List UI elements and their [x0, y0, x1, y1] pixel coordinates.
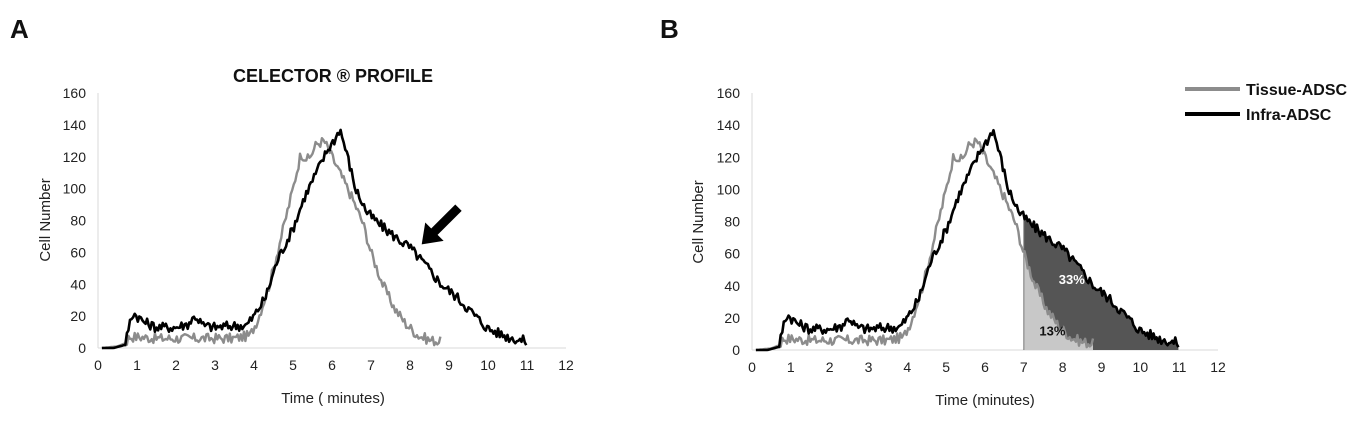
- y-tick-label: 100: [63, 181, 87, 197]
- series-line-tissue-adsc: [101, 137, 442, 350]
- y-tick-label: 160: [717, 85, 741, 101]
- x-tick-label: 10: [1133, 359, 1149, 375]
- x-tick-label: 7: [367, 357, 375, 373]
- panel-b-xlabel: Time (minutes): [935, 392, 1034, 409]
- x-tick-label: 9: [445, 357, 453, 373]
- x-tick-label: 5: [942, 359, 950, 375]
- x-tick-label: 6: [981, 359, 989, 375]
- y-tick-label: 120: [63, 149, 87, 165]
- y-tick-label: 80: [724, 214, 740, 230]
- y-tick-label: 40: [724, 278, 740, 294]
- x-tick-label: 2: [172, 357, 180, 373]
- x-tick-label: 12: [558, 357, 574, 373]
- x-tick-label: 0: [94, 357, 102, 373]
- shaded-percent-label: 33%: [1059, 272, 1085, 287]
- x-tick-label: 7: [1020, 359, 1028, 375]
- y-tick-label: 60: [724, 246, 740, 262]
- x-tick-label: 11: [520, 357, 535, 373]
- y-tick-label: 140: [63, 117, 87, 133]
- panel-a-title: CELECTOR ® PROFILE: [233, 66, 433, 86]
- x-tick-label: 11: [1172, 359, 1187, 375]
- x-tick-label: 1: [133, 357, 141, 373]
- x-tick-label: 9: [1098, 359, 1106, 375]
- y-tick-label: 120: [717, 149, 741, 165]
- y-tick-label: 20: [70, 308, 86, 324]
- legend: Tissue-ADSC Infra-ADSC: [1185, 82, 1348, 124]
- x-tick-label: 12: [1210, 359, 1226, 375]
- x-tick-label: 8: [1059, 359, 1067, 375]
- y-tick-label: 60: [70, 244, 86, 260]
- panel-a-letter: A: [10, 14, 29, 44]
- x-tick-label: 8: [406, 357, 414, 373]
- x-tick-label: 5: [289, 357, 297, 373]
- legend-label-tissue-adsc: Tissue-ADSC: [1246, 82, 1348, 99]
- y-tick-label: 140: [717, 117, 741, 133]
- y-tick-label: 40: [70, 276, 86, 292]
- panel-b-ylabel: Cell Number: [690, 180, 707, 263]
- x-tick-label: 6: [328, 357, 336, 373]
- y-tick-label: 0: [732, 342, 740, 358]
- x-tick-label: 4: [250, 357, 258, 373]
- shaded-area-tissue-adsc: [1023, 251, 1093, 350]
- y-tick-label: 100: [717, 181, 741, 197]
- x-tick-label: 4: [903, 359, 911, 375]
- x-tick-label: 2: [826, 359, 834, 375]
- x-tick-label: 3: [865, 359, 873, 375]
- y-tick-label: 0: [78, 340, 86, 356]
- x-tick-label: 0: [748, 359, 756, 375]
- panel-a-ylabel: Cell Number: [37, 178, 54, 261]
- series-line-infra-adsc: [755, 128, 1180, 352]
- x-tick-label: 3: [211, 357, 219, 373]
- shaded-percent-label: 13%: [1039, 324, 1065, 339]
- annotation-arrow-head: [421, 222, 444, 245]
- series-line-infra-adsc: [101, 128, 528, 350]
- annotation-arrow-shaft: [428, 204, 462, 238]
- panel-b-letter: B: [660, 14, 679, 44]
- y-tick-label: 160: [63, 85, 87, 101]
- panel-a-xlabel: Time ( minutes): [281, 390, 385, 407]
- y-tick-label: 20: [724, 310, 740, 326]
- x-tick-label: 10: [480, 357, 496, 373]
- x-tick-label: 1: [787, 359, 795, 375]
- y-tick-label: 80: [70, 213, 86, 229]
- legend-label-infra-adsc: Infra-ADSC: [1246, 107, 1332, 124]
